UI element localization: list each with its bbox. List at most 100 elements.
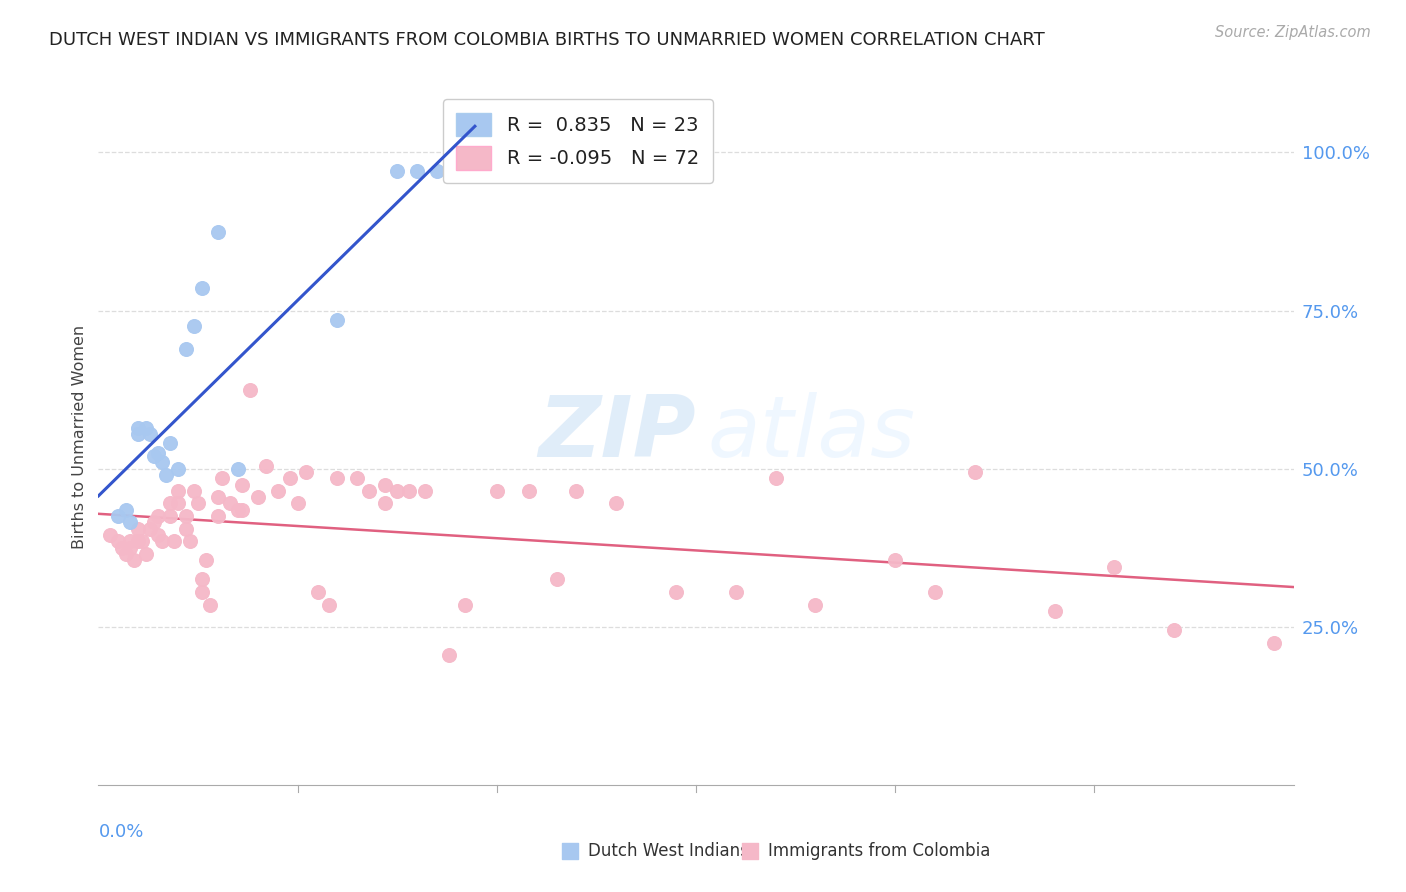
Point — [326, 313, 349, 327]
Point — [1043, 604, 1066, 618]
Point — [326, 471, 349, 485]
Point — [115, 503, 138, 517]
Point — [294, 465, 316, 479]
Point — [884, 553, 907, 567]
Point — [198, 598, 221, 612]
Point — [239, 383, 262, 397]
Point — [107, 509, 129, 524]
Point — [155, 468, 177, 483]
Point — [485, 483, 508, 498]
Point — [226, 503, 249, 517]
Point — [346, 471, 368, 485]
Point — [724, 585, 747, 599]
Point — [318, 598, 340, 612]
Point — [385, 164, 409, 178]
Point — [1104, 559, 1126, 574]
Point — [150, 534, 173, 549]
Point — [163, 534, 186, 549]
Point — [278, 471, 301, 485]
Point — [127, 426, 149, 441]
Point — [413, 483, 436, 498]
Point — [143, 449, 166, 463]
Point — [406, 164, 429, 178]
Point — [605, 496, 627, 510]
Point — [426, 164, 449, 178]
Point — [127, 420, 149, 434]
Point — [207, 225, 229, 239]
Point — [174, 342, 197, 356]
Point — [307, 585, 329, 599]
Text: ZIP: ZIP — [538, 392, 696, 475]
Point — [446, 164, 468, 178]
Point — [246, 490, 269, 504]
Point — [148, 509, 170, 524]
Point — [226, 461, 249, 475]
Point — [183, 483, 205, 498]
Text: Dutch West Indians: Dutch West Indians — [589, 842, 749, 860]
Point — [148, 446, 170, 460]
Point — [207, 490, 229, 504]
Point — [287, 496, 309, 510]
Point — [183, 319, 205, 334]
Point — [219, 496, 242, 510]
Text: Source: ZipAtlas.com: Source: ZipAtlas.com — [1215, 25, 1371, 40]
Point — [143, 516, 166, 530]
Point — [135, 547, 157, 561]
Point — [765, 471, 787, 485]
Point — [924, 585, 946, 599]
Point — [191, 573, 214, 587]
Point — [231, 477, 253, 491]
Text: atlas: atlas — [709, 392, 915, 475]
Point — [195, 553, 218, 567]
Point — [385, 483, 409, 498]
Point — [124, 553, 146, 567]
Point — [437, 648, 460, 663]
Legend: R =  0.835   N = 23, R = -0.095   N = 72: R = 0.835 N = 23, R = -0.095 N = 72 — [443, 99, 713, 184]
Point — [127, 534, 149, 549]
Text: Immigrants from Colombia: Immigrants from Colombia — [768, 842, 990, 860]
Point — [115, 547, 138, 561]
Point — [374, 477, 396, 491]
Point — [963, 465, 986, 479]
Point — [374, 496, 396, 510]
Point — [167, 483, 190, 498]
Point — [135, 420, 157, 434]
Point — [159, 509, 181, 524]
Point — [211, 471, 233, 485]
Point — [139, 426, 162, 441]
Point — [1163, 623, 1185, 637]
Point — [127, 522, 149, 536]
Y-axis label: Births to Unmarried Women: Births to Unmarried Women — [72, 325, 87, 549]
Point — [191, 281, 214, 295]
Point — [120, 534, 142, 549]
Point — [254, 458, 277, 473]
Point — [98, 528, 122, 542]
Point — [167, 496, 190, 510]
Point — [546, 573, 568, 587]
Point — [148, 528, 170, 542]
Point — [111, 541, 134, 555]
Point — [107, 534, 129, 549]
Point — [517, 483, 540, 498]
Point — [159, 496, 181, 510]
Point — [267, 483, 290, 498]
Point — [1263, 635, 1285, 649]
Point — [665, 585, 688, 599]
Point — [139, 522, 162, 536]
Point — [207, 509, 229, 524]
Text: DUTCH WEST INDIAN VS IMMIGRANTS FROM COLOMBIA BIRTHS TO UNMARRIED WOMEN CORRELAT: DUTCH WEST INDIAN VS IMMIGRANTS FROM COL… — [49, 31, 1045, 49]
Point — [187, 496, 209, 510]
Point — [231, 503, 253, 517]
Text: 0.0%: 0.0% — [98, 823, 143, 841]
Point — [359, 483, 381, 498]
Point — [454, 598, 477, 612]
Point — [131, 534, 153, 549]
Point — [179, 534, 201, 549]
Point — [120, 516, 142, 530]
Point — [150, 455, 173, 469]
Point — [174, 509, 197, 524]
Point — [174, 522, 197, 536]
Point — [804, 598, 827, 612]
Point — [167, 461, 190, 475]
Point — [159, 436, 181, 450]
